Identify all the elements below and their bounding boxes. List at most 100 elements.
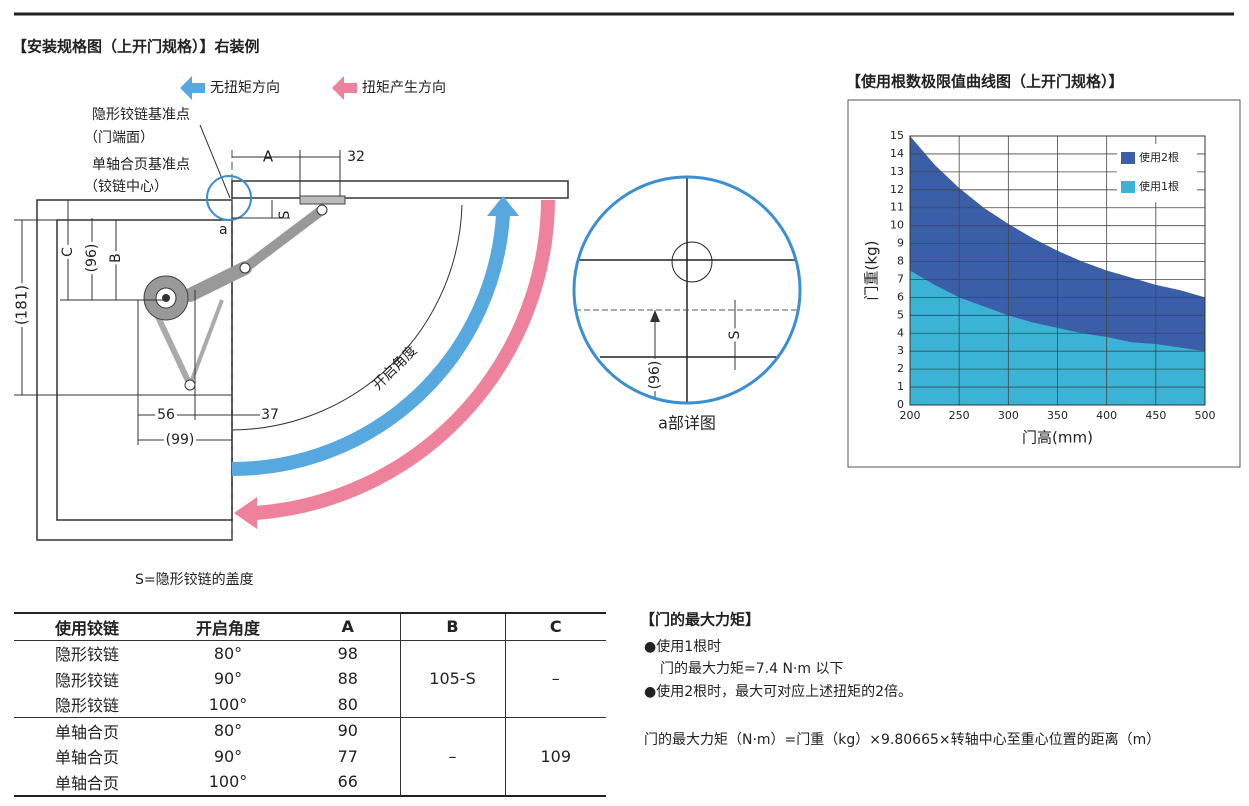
dim-label: S (277, 210, 293, 219)
dim-label: (181) (13, 285, 31, 325)
spec-table: 使用铰链 开启角度 A B C 隐形铰链 80° 98 105-S – 隐形铰链 90° 88 隐形… (14, 612, 606, 797)
label: a (219, 222, 228, 238)
cell: 单轴合页 (54, 748, 119, 768)
cell: 隐形铰链 (54, 645, 119, 665)
x-tick-label: 250 (949, 409, 970, 422)
x-axis-label: 门高(mm) (1022, 429, 1093, 447)
cell: 105-S (399, 640, 506, 718)
x-tick-label: 450 (1145, 409, 1166, 422)
label: 隐形铰链基准点 (92, 106, 190, 123)
dim-label: (96) (647, 361, 663, 390)
cell: 80° (160, 717, 296, 744)
cell: – (399, 717, 506, 797)
legend-label: 使用1根 (1139, 179, 1179, 193)
dimension-lines (14, 150, 341, 445)
torque-item: 门的最大力矩=7.4 N·m 以下 (660, 661, 843, 677)
cell: 88 (337, 669, 358, 689)
th: B (399, 612, 506, 641)
leader (199, 124, 231, 199)
detail-circle (572, 175, 802, 405)
detail-marker (206, 175, 252, 221)
dim-label: 37 (261, 407, 279, 423)
hinge-axis (162, 294, 170, 302)
arrowhead (234, 497, 257, 529)
angle-label: 开启角度 (370, 343, 421, 394)
label: 单轴合页基准点 (92, 156, 190, 173)
cell: – (551, 669, 560, 689)
cell: 98 (337, 643, 358, 663)
dim-label: S (727, 330, 743, 339)
x-tick-label: 400 (1096, 409, 1117, 422)
dim-label: (96) (84, 244, 100, 273)
cell: 90° (213, 746, 243, 766)
door (231, 180, 569, 199)
y-tick-label: 12 (890, 183, 904, 196)
cell: 109 (505, 717, 606, 797)
x-tick-label: 200 (900, 409, 921, 422)
y-tick-label: 14 (890, 147, 904, 160)
note: S=隐形铰链的盖度 (135, 572, 254, 588)
label: （铰链中心） (84, 179, 168, 195)
y-tick-label: 10 (890, 219, 904, 232)
y-tick-label: 3 (897, 344, 904, 357)
arrowhead (487, 196, 519, 216)
dim-label: A (263, 148, 274, 166)
y-tick-label: 5 (897, 308, 904, 321)
cell: 100° (208, 694, 248, 714)
dim-label: 56 (157, 407, 175, 423)
no-torque-band (231, 214, 510, 477)
plot-border (909, 135, 1206, 406)
cell: 80° (213, 643, 243, 663)
th: A (296, 612, 400, 641)
dim-label: (99) (166, 432, 195, 448)
diagram-title: 【安装规格图（上开门规格）】右装例 (12, 38, 260, 56)
x-tick-label: 350 (1047, 409, 1068, 422)
th: 开启角度 (160, 612, 296, 641)
y-tick-label: 2 (897, 362, 904, 375)
dim-label: 32 (347, 149, 365, 165)
y-tick-label: 9 (897, 237, 904, 250)
torque-formula: 门的最大力矩（N·m）=门重（kg）×9.80665×转轴中心至重心位置的距离（… (644, 731, 1160, 748)
chart-frame (847, 99, 1241, 468)
hinge-plate (299, 195, 346, 205)
torque-band (255, 199, 555, 520)
cell: 90° (213, 669, 243, 689)
legend-text: 扭矩产生方向 (362, 80, 446, 96)
torque-arrow (332, 76, 357, 100)
detail-caption: a部详图 (658, 414, 716, 433)
cell: 77 (337, 746, 358, 766)
y-tick-label: 0 (897, 398, 904, 411)
legend-label: 使用2根 (1139, 150, 1179, 164)
detail-content (575, 178, 799, 402)
x-tick-label: 300 (998, 409, 1019, 422)
angle-arc (231, 204, 463, 431)
y-tick-label: 8 (897, 255, 904, 268)
cell: 90 (296, 717, 400, 744)
cell: 单轴合页 (14, 717, 160, 744)
hinge-arm (183, 261, 252, 302)
pivot (184, 379, 196, 391)
y-tick-label: 6 (897, 290, 904, 303)
th: C (505, 612, 606, 641)
cell: 80 (337, 694, 358, 714)
y-axis-label: 门重(kg) (863, 241, 881, 301)
legend-swatch (1121, 152, 1135, 164)
torque-title: 【门的最大力矩】 (640, 611, 760, 629)
y-tick-label: 11 (890, 201, 904, 214)
th: 使用铰链 (14, 612, 160, 641)
cell: 66 (296, 769, 400, 797)
dim-label: C (60, 247, 76, 257)
label: （门端面） (84, 130, 154, 146)
x-tick-label: 500 (1195, 409, 1216, 422)
y-tick-label: 1 (897, 380, 904, 393)
hinge-arm (240, 205, 327, 273)
torque-item: ●使用1根时 (644, 638, 721, 655)
pivot (239, 262, 251, 274)
cell: 隐形铰链 (54, 670, 119, 690)
legend-swatch (1121, 181, 1135, 193)
dim-label: B (108, 253, 124, 263)
cell: 隐形铰链 (54, 696, 119, 716)
